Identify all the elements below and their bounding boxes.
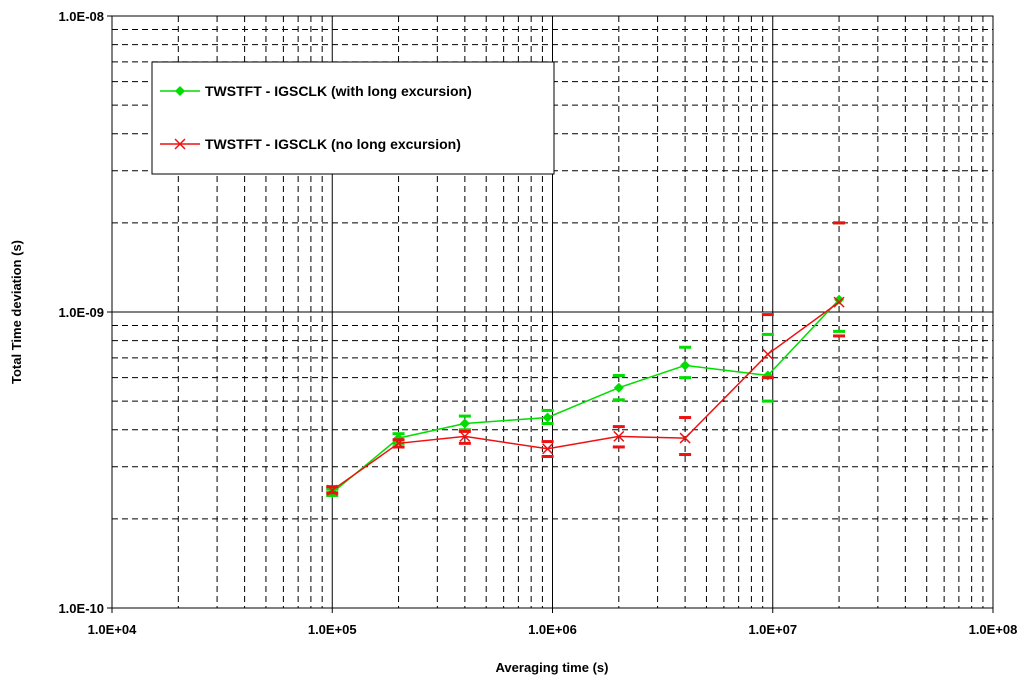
y-axis-title: Total Time deviation (s) <box>9 240 24 384</box>
x-tick-label: 1.0E+05 <box>308 622 357 637</box>
x-tick-label: 1.0E+06 <box>528 622 577 637</box>
y-tick-label: 1.0E-08 <box>58 9 104 24</box>
data-point <box>762 348 774 360</box>
data-point <box>542 443 554 455</box>
y-tick-label: 1.0E-10 <box>58 601 104 616</box>
data-point <box>613 430 625 442</box>
series <box>326 221 846 498</box>
series-2 <box>326 221 846 496</box>
x-tick-label: 1.0E+07 <box>748 622 797 637</box>
data-point <box>613 382 624 393</box>
x-axis-title: Averaging time (s) <box>496 660 609 675</box>
data-point <box>459 430 471 442</box>
data-point <box>833 296 845 308</box>
y-axis-tick-labels: 1.0E-10 1.0E-09 1.0E-08 <box>58 9 112 616</box>
data-point <box>393 437 405 449</box>
grid <box>112 16 993 608</box>
legend-marker-x <box>174 138 186 150</box>
legend-label-no-excursion: TWSTFT - IGSCLK (no long excursion) <box>205 136 461 152</box>
legend: TWSTFT - IGSCLK (with long excursion) TW… <box>151 61 555 175</box>
x-tick-label: 1.0E+08 <box>969 622 1018 637</box>
data-point <box>326 484 338 496</box>
series-1 <box>326 221 846 498</box>
data-point <box>459 418 470 429</box>
legend-box <box>151 61 555 175</box>
data-point <box>679 432 691 444</box>
legend-marker-diamond <box>175 86 185 96</box>
x-tick-label: 1.0E+04 <box>88 622 138 637</box>
series-line <box>331 299 840 494</box>
data-point <box>834 294 845 305</box>
y-tick-label: 1.0E-09 <box>58 305 104 320</box>
x-axis-tick-labels: 1.0E+04 1.0E+05 1.0E+06 1.0E+07 1.0E+08 <box>88 608 1018 637</box>
data-point <box>542 412 553 423</box>
legend-label-with-excursion: TWSTFT - IGSCLK (with long excursion) <box>205 83 472 99</box>
data-point <box>680 360 691 371</box>
series-line <box>331 301 840 491</box>
